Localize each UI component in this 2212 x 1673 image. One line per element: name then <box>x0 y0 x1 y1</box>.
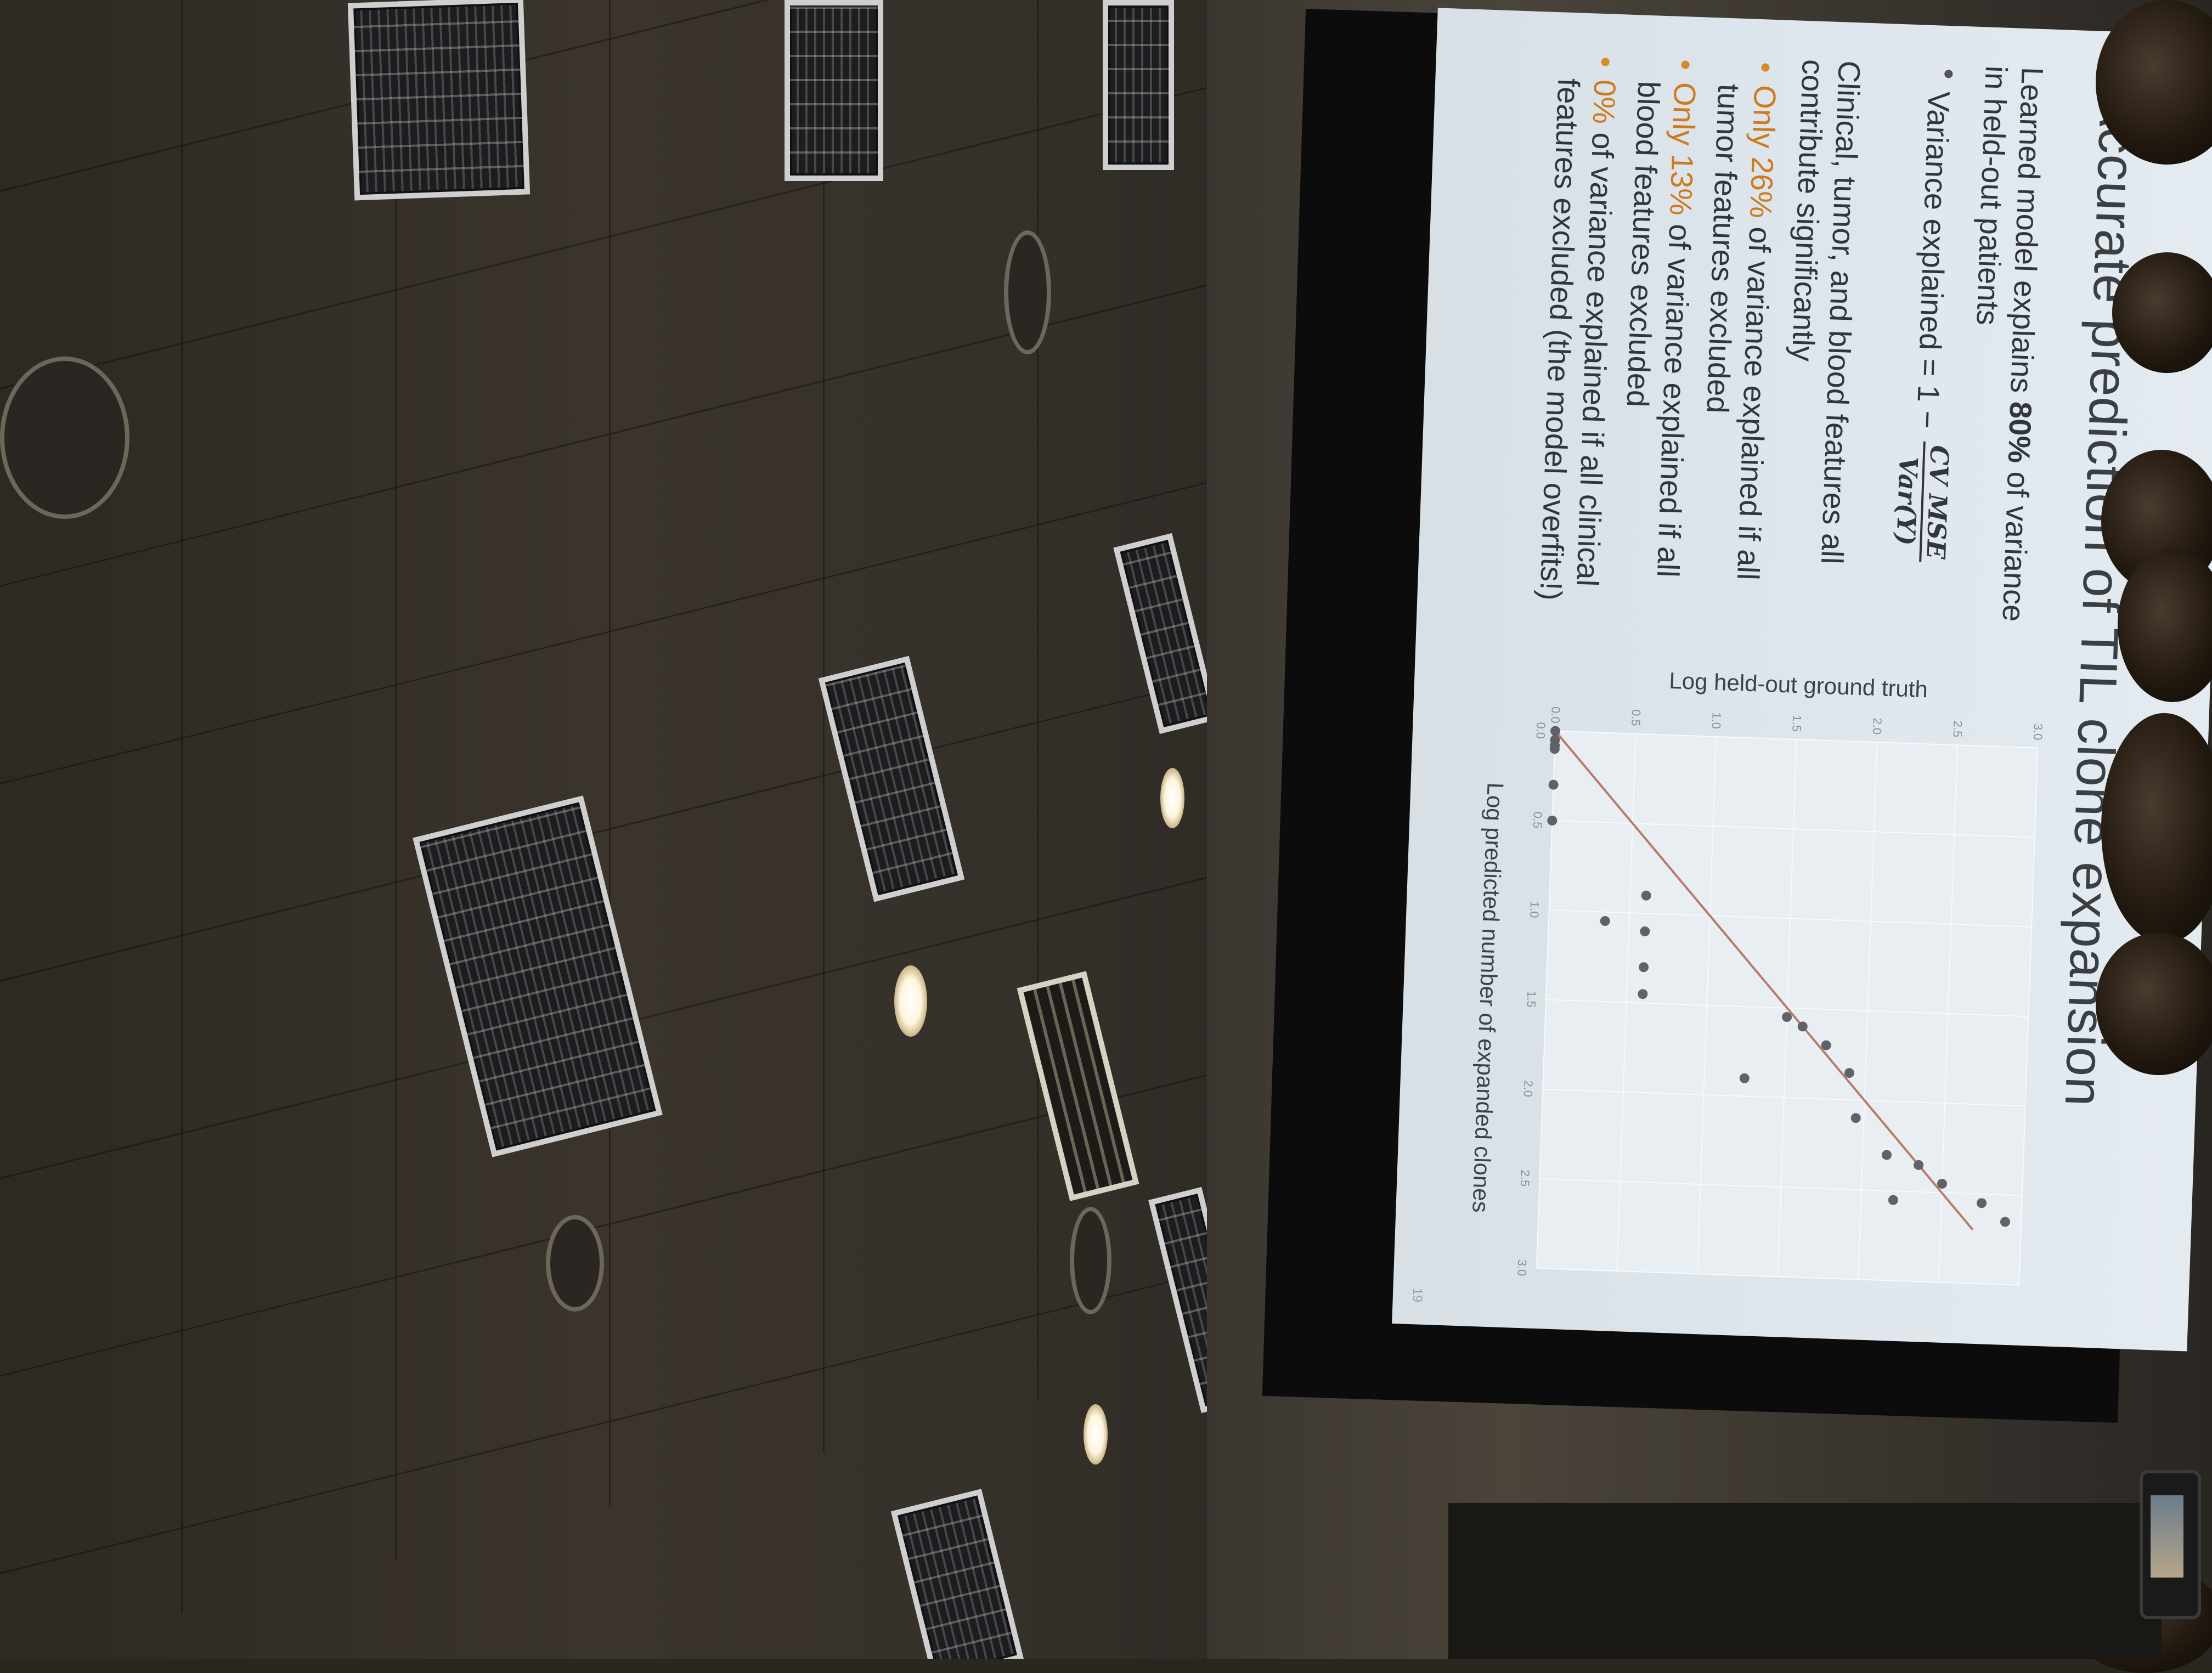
ceiling-recessed-fixture <box>546 1215 604 1312</box>
x-axis-label: Log predicted number of expanded clones <box>1468 782 1508 1213</box>
ceiling-vent <box>1103 0 1174 170</box>
ceiling-tile-grid <box>0 0 1339 1659</box>
scatter-point <box>1550 726 1561 736</box>
bullet2-highlight: Only 13% <box>1663 82 1703 216</box>
ceiling-recessed-fixture <box>0 357 129 519</box>
ceiling-light <box>1084 1404 1108 1465</box>
y-grid-line <box>2018 748 2039 1285</box>
formula-denominator: Var(Y) <box>1891 456 1923 546</box>
x-tick-label: 0.5 <box>1531 811 1545 828</box>
y-tick-label: 2.0 <box>1870 717 1884 734</box>
tumor-features-bullet: Only 26% of variance explained if all tu… <box>1691 56 1784 640</box>
scatter-point <box>1638 989 1648 999</box>
scatter-point <box>1850 1113 1861 1123</box>
ceiling-vent <box>785 0 883 181</box>
bullet1-highlight: Only 26% <box>1743 84 1783 219</box>
variance-label: Variance explained = 1 − <box>1910 91 1957 429</box>
audience-head <box>2112 252 2212 373</box>
scatter-point <box>1739 1073 1750 1083</box>
scatter-point <box>1549 744 1560 754</box>
scatter-point <box>1797 1021 1808 1032</box>
scatter-point <box>1937 1179 1947 1189</box>
intro-highlight: 80% <box>2001 401 2039 464</box>
scatter-chart-svg: 0.0 0.5 1.0 1.5 2.0 2.5 3.0 0.0 0.5 1.0 1.5 2.0 2.5 3… <box>1468 668 2045 1286</box>
ceiling-vent <box>890 1489 1024 1659</box>
ceiling-recessed-fixture <box>1070 1207 1111 1314</box>
scatter-point <box>1600 916 1610 926</box>
x-tick-label: 1.0 <box>1527 901 1542 918</box>
scatter-point <box>1882 1150 1892 1160</box>
y-tick-label: 2.5 <box>1950 720 1965 737</box>
y-tick-label: 0.0 <box>1549 706 1563 724</box>
scatter-chart: 0.0 0.5 1.0 1.5 2.0 2.5 3.0 0.0 0.5 1.0 1.5 2.0 2.5 3… <box>1426 656 2062 1308</box>
audience-head <box>2118 549 2212 702</box>
audience-head <box>2096 932 2212 1075</box>
audience-head <box>2101 713 2212 943</box>
y-axis-label: Log held-out ground truth <box>1669 668 1928 702</box>
clinical-features-bullet: 0% of variance explained if all clinical… <box>1531 50 1624 634</box>
scatter-point <box>1844 1068 1854 1078</box>
x-tick-label: 1.5 <box>1524 991 1538 1008</box>
y-grid-line <box>1696 736 1717 1274</box>
ceiling-vent <box>347 0 531 201</box>
slide-page-number: 19 <box>1409 1287 1425 1303</box>
ceiling-light <box>1160 768 1184 828</box>
scatter-point <box>1782 1012 1792 1022</box>
audience-head <box>2096 0 2212 165</box>
phone-screen <box>2151 1495 2183 1578</box>
ceiling <box>0 0 1339 1659</box>
scatter-point <box>1640 926 1650 936</box>
scatter-point <box>1641 890 1651 901</box>
y-tick-label: 1.5 <box>1790 715 1804 732</box>
x-tick-label: 0.0 <box>1533 722 1548 739</box>
y-tick-label: 3.0 <box>2031 723 2045 740</box>
audience-phone <box>2140 1470 2201 1619</box>
x-tick-label: 2.0 <box>1521 1080 1536 1097</box>
scatter-point <box>1547 815 1558 826</box>
scatter-point <box>1914 1160 1924 1170</box>
slide-bullet-list: Learned model explains 80% of variance i… <box>1523 50 2050 649</box>
scatter-point <box>1548 779 1559 790</box>
bullet3-highlight: 0% <box>1586 79 1623 125</box>
projected-slide: Accurate prediction of TIL clone expansi… <box>1392 8 2212 1352</box>
intro-paragraph: Learned model explains 80% of variance i… <box>1958 65 2051 649</box>
y-tick-label: 0.5 <box>1629 709 1643 726</box>
ceiling-recessed-fixture <box>1004 230 1051 354</box>
scatter-point <box>1888 1195 1898 1205</box>
blood-features-bullet: Only 13% of variance explained if all bl… <box>1611 53 1704 637</box>
x-tick-label: 3.0 <box>1515 1259 1529 1276</box>
front-of-room <box>1448 1503 2162 1659</box>
variance-formula: CV MSE Var(Y) <box>1891 440 1955 563</box>
formula-numerator: CV MSE <box>1919 441 1955 563</box>
variance-formula-bullet: Variance explained = 1 − CV MSE Var(Y) <box>1888 63 1967 646</box>
scatter-point <box>2000 1217 2010 1227</box>
bullet3-text: of variance explained if all clinical fe… <box>1533 77 1621 601</box>
ceiling-light <box>894 965 927 1037</box>
x-tick-label: 2.5 <box>1518 1169 1532 1186</box>
fit-line <box>1554 730 1974 1231</box>
y-tick-label: 1.0 <box>1709 712 1724 729</box>
y-grid-line <box>1858 742 1878 1280</box>
scatter-point <box>1639 962 1649 973</box>
scatter-point <box>1821 1040 1831 1050</box>
scatter-point <box>1977 1198 1987 1208</box>
